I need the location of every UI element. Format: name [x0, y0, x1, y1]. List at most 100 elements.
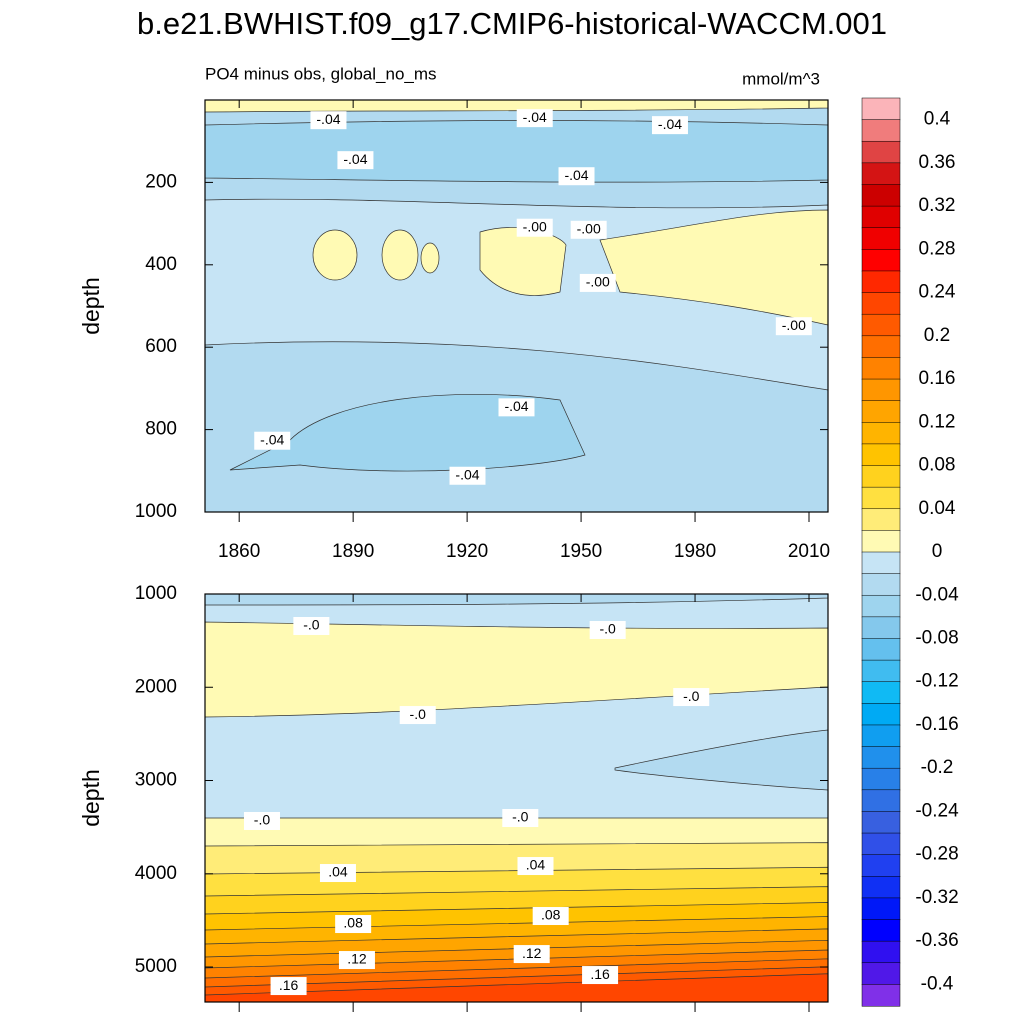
- fill-region: [312, 229, 358, 281]
- colorbar-tick-label: 0.16: [919, 368, 956, 389]
- x-tick-label: 1980: [674, 541, 716, 562]
- colorbar-swatch: [861, 227, 901, 250]
- contour-label-box: [582, 966, 619, 985]
- contour-label-box: [558, 167, 595, 186]
- colorbar-swatch: [861, 292, 901, 315]
- colorbar-swatch: [861, 811, 901, 834]
- subtitle: PO4 minus obs, global_no_ms: [205, 64, 437, 83]
- y-tick-label: 4000: [135, 863, 177, 884]
- contour-label-box: [337, 151, 374, 170]
- contour-label: .12: [347, 951, 367, 967]
- y-axis-label: depth: [78, 277, 104, 335]
- colorbar-tick-label: 0.24: [919, 282, 956, 303]
- contour-label-box: [589, 620, 626, 639]
- colorbar-swatch: [861, 897, 901, 921]
- bottom-field: [205, 594, 828, 1002]
- contour-label-box: [502, 809, 539, 828]
- contour-label-box: [516, 218, 553, 237]
- y-tick-label: 1000: [135, 501, 177, 522]
- colorbar-tick-label: -0.12: [915, 671, 958, 692]
- top-field: [205, 100, 828, 512]
- contour-label: .16: [590, 966, 610, 982]
- colorbar-swatch: [861, 443, 901, 467]
- contour-label: -.04: [455, 466, 479, 482]
- y-tick-label: 3000: [135, 770, 177, 791]
- colorbar-tick-label: 0.08: [919, 455, 956, 476]
- x-tick-label: 1860: [218, 541, 260, 562]
- colorbar-swatch: [861, 270, 901, 294]
- units: mmol/m^3: [742, 69, 820, 88]
- contour-label: -.00: [523, 218, 547, 234]
- contour-label: .08: [541, 907, 561, 923]
- contour-label: -.00: [577, 220, 601, 236]
- colorbar-swatch: [861, 703, 901, 726]
- contour-label: -.04: [316, 111, 340, 127]
- colorbar-swatch: [861, 465, 901, 488]
- colorbar-tick-label: -0.36: [915, 930, 958, 951]
- colorbar-tick-label: 0.32: [919, 195, 956, 216]
- contour-label-box: [310, 111, 347, 130]
- fill-region: [614, 729, 828, 791]
- colorbar-swatch: [861, 767, 901, 791]
- colorbar-swatch: [861, 832, 901, 856]
- contour-label: -.04: [564, 167, 588, 183]
- contour-label: -.0: [410, 706, 427, 722]
- contour-label-box: [449, 466, 486, 485]
- contour-label: -.0: [599, 621, 616, 637]
- colorbar-swatch: [861, 573, 901, 596]
- contour-label: -.00: [782, 317, 806, 333]
- contour-label-box: [775, 317, 812, 336]
- colorbar-swatch: [861, 508, 901, 531]
- colorbar-swatch: [861, 638, 901, 661]
- x-tick-label: 1920: [446, 541, 488, 562]
- colorbar-swatch: [861, 594, 901, 618]
- colorbar-tick-label: 0.12: [919, 411, 956, 432]
- y-axis-label: depth: [78, 769, 104, 827]
- fill-region: [420, 242, 440, 274]
- contour-label-box: [673, 688, 710, 707]
- colorbar-swatch: [861, 681, 901, 704]
- colorbar-tick-label: 0.36: [919, 152, 956, 173]
- colorbar-tick-label: 0.28: [919, 238, 956, 259]
- colorbar-swatch: [861, 551, 901, 575]
- contour-label-box: [579, 273, 616, 292]
- contour-label-box: [243, 811, 280, 830]
- colorbar-tick-label: -0.28: [915, 844, 958, 865]
- plot-frame: [204, 593, 829, 1003]
- colorbar-tick-label: -0.24: [915, 800, 959, 821]
- contour-label: -.0: [303, 617, 320, 633]
- colorbar-swatch: [861, 422, 901, 445]
- colorbar-tick-label: -0.16: [915, 714, 958, 735]
- colorbar-tick-label: -0.4: [921, 973, 954, 994]
- contour-label-box: [319, 864, 356, 883]
- y-tick-label: 1000: [135, 583, 177, 604]
- colorbar-swatch: [861, 486, 901, 510]
- colorbar-swatch: [861, 789, 901, 812]
- colorbar-tick-label: 0.04: [919, 498, 956, 519]
- colorbar-tick-label: -0.04: [915, 584, 959, 605]
- colorbar-swatch: [861, 962, 901, 985]
- contour-label: .04: [526, 857, 546, 873]
- colorbar-swatch: [861, 940, 901, 964]
- colorbar-swatch: [861, 746, 901, 769]
- contour-label-box: [498, 398, 535, 417]
- contour-label: -.00: [586, 274, 610, 290]
- contour-label-box: [338, 951, 375, 970]
- fill-region: [381, 229, 419, 281]
- contour-label: .08: [343, 915, 363, 931]
- colorbar-swatch: [861, 616, 901, 640]
- colorbar-swatch: [861, 919, 901, 942]
- contour-label: -.04: [658, 116, 682, 132]
- colorbar-swatch: [861, 249, 901, 272]
- contour-label-box: [270, 977, 307, 996]
- contour-label-box: [651, 116, 688, 135]
- colorbar-tick-label: 0.4: [924, 109, 951, 130]
- y-tick-label: 400: [145, 254, 177, 275]
- colorbar-swatch: [861, 335, 901, 358]
- colorbar-swatch: [861, 984, 901, 1007]
- colorbar-swatch: [861, 162, 901, 186]
- contour-label: -.04: [343, 151, 367, 167]
- colorbar-swatch: [861, 876, 901, 899]
- colorbar-swatch: [861, 854, 901, 877]
- colorbar-swatch: [861, 357, 901, 380]
